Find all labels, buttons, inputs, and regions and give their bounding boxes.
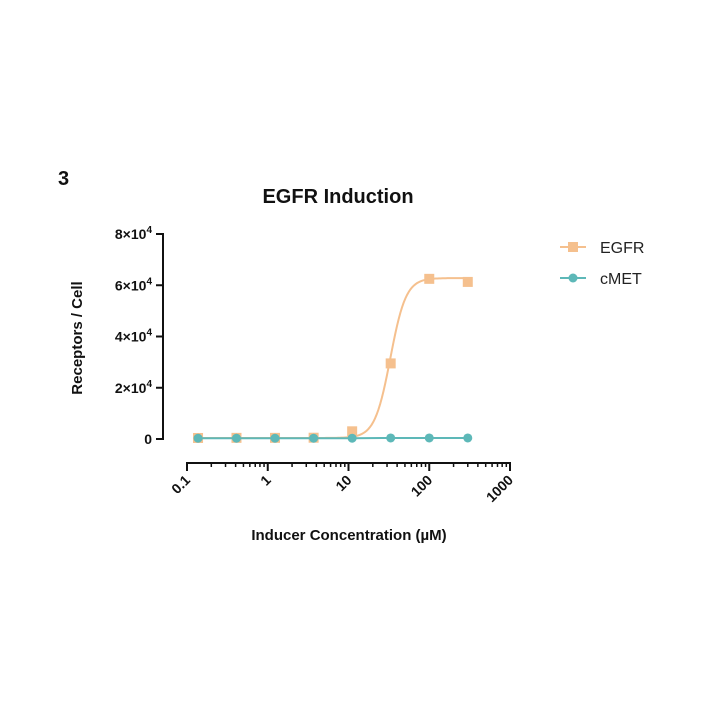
legend-marker-egfr (568, 242, 578, 252)
legend-label-egfr: EGFR (600, 240, 644, 257)
y-tick-label: 6×104 (115, 276, 153, 293)
y-tick-label: 0 (144, 431, 152, 447)
cmet-point (193, 433, 203, 443)
legend-marker-cmet (568, 273, 578, 283)
cmet-point (424, 433, 434, 443)
legend: EGFR cMET (560, 240, 644, 288)
cmet-point (386, 433, 396, 443)
egfr-point (424, 273, 435, 284)
y-tick-label: 2×104 (115, 379, 153, 396)
axes: 0 2×104 4×104 6×104 8×104 0.1 1 10 100 1000 (115, 225, 516, 505)
egfr-curve (198, 277, 468, 439)
legend-item-egfr: EGFR (560, 240, 644, 257)
plot-area (193, 273, 473, 443)
y-tick-label: 4×104 (115, 328, 153, 345)
egfr-point (462, 276, 473, 287)
egfr-point (347, 426, 358, 437)
egfr-point (385, 358, 396, 369)
x-tick-label: 1 (257, 472, 274, 489)
y-axis-label: Receptors / Cell (69, 281, 86, 394)
legend-item-cmet: cMET (560, 271, 642, 288)
x-tick-label: 100 (408, 472, 436, 500)
panel-label: 3 (58, 168, 70, 190)
x-tick-label: 1000 (483, 472, 516, 505)
y-tick-label: 8×104 (115, 225, 153, 242)
cmet-point (231, 433, 241, 443)
x-tick-label: 10 (332, 472, 354, 494)
x-tick-label: 0.1 (168, 472, 193, 497)
legend-label-cmet: cMET (600, 271, 642, 288)
x-axis-label: Inducer Concentration (µM) (251, 527, 446, 544)
cmet-point (270, 433, 280, 443)
cmet-point (347, 433, 357, 443)
chart-title: EGFR Induction (262, 186, 413, 208)
cmet-point (463, 433, 473, 443)
cmet-point (309, 433, 319, 443)
